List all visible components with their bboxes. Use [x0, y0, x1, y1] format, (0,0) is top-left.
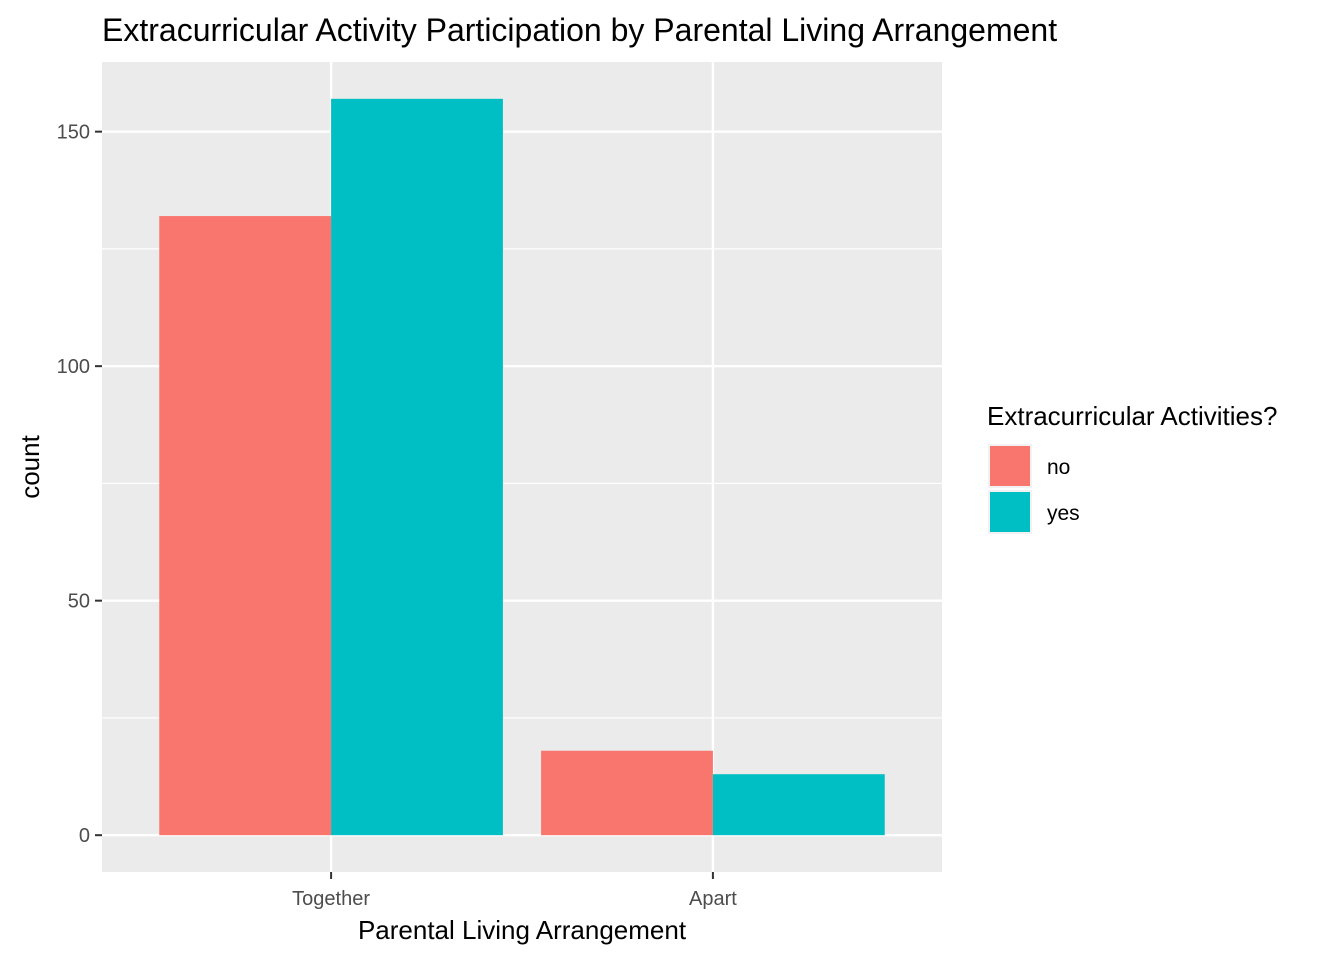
- legend-label-yes: yes: [1047, 502, 1080, 525]
- bar-no-together: [159, 216, 332, 836]
- y-axis: 0 50 100 150: [57, 122, 102, 847]
- x-axis: Together Apart: [292, 872, 737, 910]
- legend-swatch-yes: [990, 492, 1030, 532]
- legend: Extracurricular Activities? no yes: [987, 401, 1277, 534]
- y-tick-label: 50: [68, 591, 90, 613]
- chart-title: Extracurricular Activity Participation b…: [102, 12, 1057, 48]
- legend-label-no: no: [1047, 456, 1070, 479]
- x-tick-label: Together: [292, 888, 370, 910]
- bar-yes-apart: [712, 774, 885, 836]
- x-axis-title: Parental Living Arrangement: [358, 915, 687, 945]
- y-axis-title: count: [15, 434, 45, 498]
- bar-yes-together: [331, 98, 503, 836]
- y-tick-label: 0: [79, 825, 90, 847]
- y-tick-label: 150: [57, 122, 90, 144]
- legend-title: Extracurricular Activities?: [987, 401, 1277, 431]
- y-tick-label: 100: [57, 356, 90, 378]
- x-tick-label: Apart: [689, 888, 737, 910]
- bar-no-apart: [541, 750, 713, 836]
- legend-swatch-no: [990, 446, 1030, 486]
- bars: [159, 98, 885, 836]
